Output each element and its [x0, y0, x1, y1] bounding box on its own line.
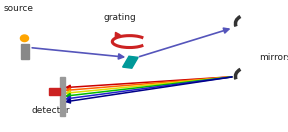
FancyBboxPatch shape — [49, 88, 60, 95]
Ellipse shape — [20, 35, 29, 42]
Text: mirrors: mirrors — [259, 53, 288, 62]
FancyBboxPatch shape — [21, 44, 29, 59]
FancyBboxPatch shape — [123, 56, 138, 68]
Text: detector: detector — [31, 106, 70, 115]
Text: source: source — [4, 4, 34, 13]
FancyBboxPatch shape — [60, 77, 65, 116]
Text: grating: grating — [103, 13, 136, 22]
